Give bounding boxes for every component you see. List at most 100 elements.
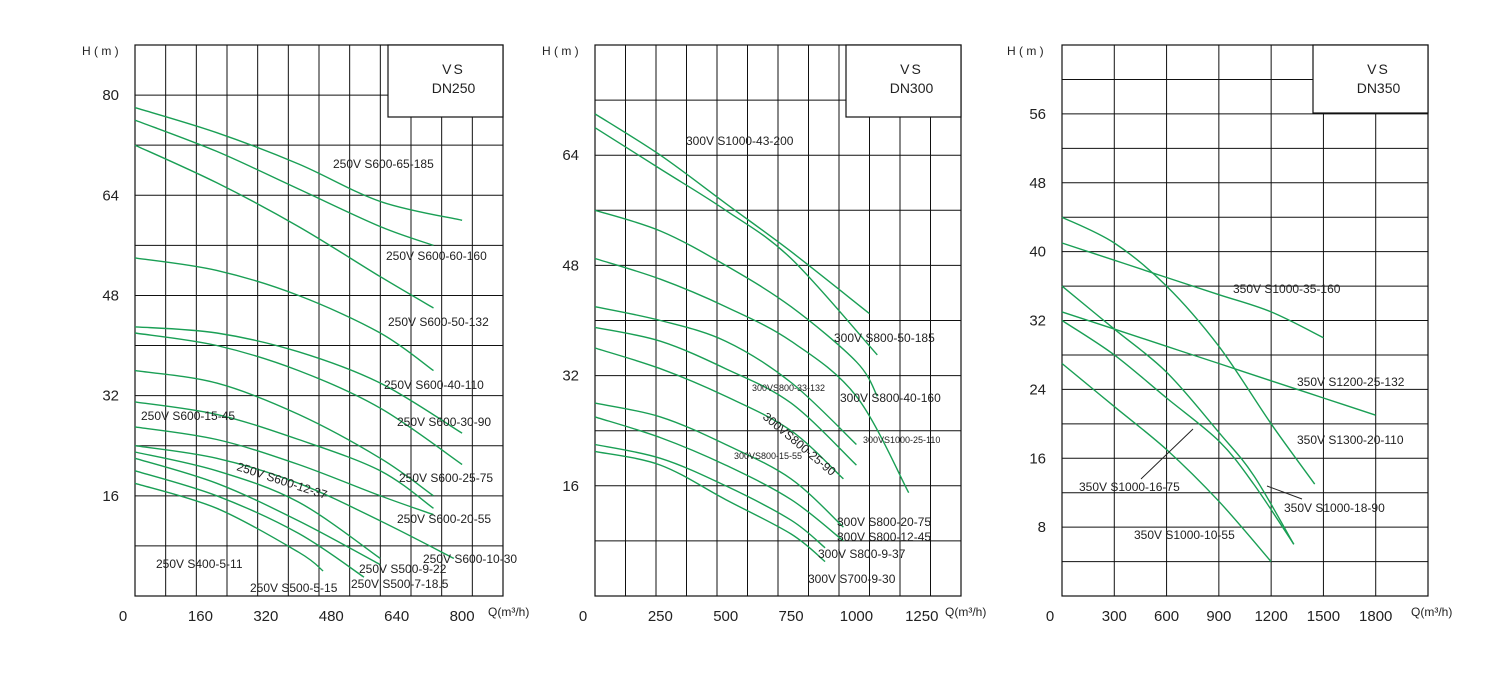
curve-250VS600-10-30 bbox=[134, 445, 455, 560]
curve-250VS600-12-37 bbox=[134, 426, 434, 516]
curve-250VS400-5-11 bbox=[134, 482, 324, 572]
model-series-label: VS bbox=[900, 61, 923, 77]
curve-250VS500-9-22 bbox=[134, 451, 381, 559]
curve-label: 250V S600-50-132 bbox=[388, 315, 489, 329]
model-size-label: DN300 bbox=[890, 80, 934, 96]
curve-300VS800-40-160 bbox=[594, 209, 878, 397]
model-size-label: DN250 bbox=[432, 80, 476, 96]
curve-300VS800-9-37 bbox=[594, 443, 826, 549]
curve-300VS800-50-185 bbox=[594, 127, 878, 356]
y-axis-label: H ( m ) bbox=[1007, 44, 1044, 58]
y-tick-label: 32 bbox=[1029, 313, 1046, 330]
x-tick-label: 640 bbox=[384, 608, 409, 625]
x-tick-label: 600 bbox=[1154, 608, 1179, 625]
curve-label: 300VS800-15-55 bbox=[734, 451, 802, 461]
y-tick-label: 56 bbox=[1029, 106, 1046, 123]
curve-300VS800-15-55 bbox=[594, 402, 844, 528]
y-tick-label: 32 bbox=[562, 368, 579, 385]
y-tick-label: 64 bbox=[562, 147, 579, 164]
y-tick-label: 64 bbox=[102, 187, 119, 204]
curve-300VS800-33-132 bbox=[594, 306, 857, 446]
chart-panel-2: VS DN300 16 32 48 64 0 250 500 750 1000 1250 H ( m )… bbox=[542, 44, 986, 625]
y-tick-label: 24 bbox=[1029, 381, 1046, 398]
curve-label: 350V S1200-25-132 bbox=[1297, 375, 1405, 389]
y-tick-label: 80 bbox=[102, 87, 119, 104]
x-tick-label: 160 bbox=[188, 608, 213, 625]
curve-label: 300V S800-20-75 bbox=[837, 515, 931, 529]
curve-300VS1000-43-200 bbox=[594, 113, 870, 315]
curve-label: 300V S700-9-30 bbox=[808, 572, 896, 586]
curve-label: 250V S600-40-110 bbox=[384, 378, 484, 392]
curve-350VS1000-10-55 bbox=[1061, 362, 1272, 563]
curve-250VS600-15-45 bbox=[134, 401, 434, 509]
curve-label: 250V S600-15-45 bbox=[141, 409, 235, 423]
x-tick-label: 1200 bbox=[1254, 608, 1287, 625]
curve-250VS500-5-15 bbox=[134, 470, 365, 578]
curve-label: 350V S1000-10-55 bbox=[1134, 528, 1235, 542]
curve-label: 300VS800-33-132 bbox=[752, 383, 825, 393]
x-tick-label: 1500 bbox=[1307, 608, 1340, 625]
x-tick-label: 1250 bbox=[905, 608, 938, 625]
curve-250VS600-20-55 bbox=[134, 369, 434, 497]
curve-300VS800-20-75 bbox=[594, 347, 844, 480]
chart-panel-3: VS DN350 8 16 24 32 40 48 56 0 300 600 900 1200 1500 18… bbox=[1007, 44, 1452, 625]
curve-250VS600-30-90 bbox=[134, 326, 463, 434]
curve-label: 250V S600-25-75 bbox=[399, 471, 493, 485]
x-tick-label: 0 bbox=[1046, 608, 1054, 625]
curve-label: 250V S600-60-160 bbox=[386, 249, 487, 263]
y-tick-label: 8 bbox=[1038, 519, 1046, 536]
x-axis-label: Q(m³/h) bbox=[1411, 605, 1452, 619]
curve-300VS700-9-30 bbox=[594, 450, 826, 563]
y-tick-label: 48 bbox=[562, 257, 579, 274]
x-tick-label: 1000 bbox=[840, 608, 873, 625]
curve-label: 350V S1000-35-160 bbox=[1233, 282, 1341, 296]
curve-350VS1000-18-90 bbox=[1061, 285, 1295, 545]
model-box bbox=[387, 44, 504, 118]
curve-label: 300V S800-50-185 bbox=[834, 331, 935, 345]
curve-label: 350V S1300-20-110 bbox=[1297, 433, 1404, 447]
curve-350VS1000-35-160 bbox=[1061, 242, 1324, 339]
x-tick-label: 1800 bbox=[1359, 608, 1392, 625]
x-tick-label: 800 bbox=[450, 608, 475, 625]
curve-label: 250V S600-65-185 bbox=[333, 157, 434, 171]
y-axis-label: H ( m ) bbox=[542, 44, 579, 58]
x-tick-label: 320 bbox=[253, 608, 278, 625]
curve-label: 300V S800-12-45 bbox=[837, 530, 931, 544]
x-tick-label: 480 bbox=[319, 608, 344, 625]
y-tick-label: 48 bbox=[102, 287, 119, 304]
y-tick-label: 48 bbox=[1029, 175, 1046, 192]
curve-350VS1000-16-75 bbox=[1061, 319, 1295, 545]
curve-250VS600-25-75 bbox=[134, 332, 463, 466]
curve-label: 250V S500-7-18.5 bbox=[351, 577, 449, 591]
curve-250VS500-7-18.5 bbox=[134, 457, 381, 566]
curve-label: 350V S1000-18-90 bbox=[1284, 501, 1385, 515]
x-tick-label: 900 bbox=[1206, 608, 1231, 625]
x-tick-label: 500 bbox=[713, 608, 738, 625]
leader-line bbox=[1266, 485, 1303, 500]
model-series-label: VS bbox=[442, 61, 465, 77]
curve-label: 300V S800-9-37 bbox=[818, 547, 906, 561]
x-axis-label: Q(m³/h) bbox=[945, 605, 986, 619]
y-tick-label: 32 bbox=[102, 388, 119, 405]
curve-250VS600-50-132 bbox=[134, 144, 434, 309]
curve-350VS1300-20-110 bbox=[1061, 216, 1316, 485]
grid bbox=[594, 44, 962, 597]
y-axis-label: H ( m ) bbox=[82, 44, 119, 58]
x-tick-label: 0 bbox=[119, 608, 127, 625]
curve-250VS600-60-160 bbox=[134, 119, 434, 247]
curve-label: 300VS1000-25-110 bbox=[863, 435, 940, 445]
model-series-label: VS bbox=[1367, 61, 1390, 77]
curve-300VS800-12-45 bbox=[594, 416, 844, 542]
curve-label: 300V S1000-43-200 bbox=[686, 134, 794, 148]
plot-frame bbox=[134, 44, 504, 597]
curve-label: 250V S400-5-11 bbox=[156, 557, 243, 571]
curve-250VS600-40-110 bbox=[134, 257, 434, 372]
y-tick-label: 16 bbox=[102, 488, 119, 505]
curve-250VS600-65-185 bbox=[134, 106, 463, 221]
x-tick-label: 750 bbox=[779, 608, 804, 625]
x-tick-label: 300 bbox=[1102, 608, 1127, 625]
y-tick-label: 40 bbox=[1029, 244, 1046, 261]
curve-label: 250V S600-30-90 bbox=[397, 415, 491, 429]
